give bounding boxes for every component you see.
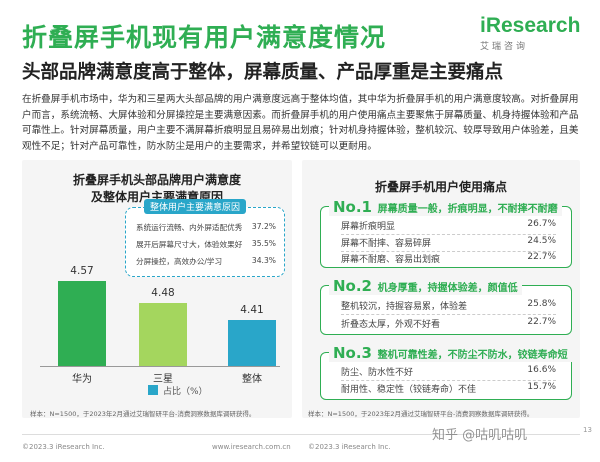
pain-item-label: 屏幕折痕明显 bbox=[341, 222, 396, 232]
page-title: 折叠屏手机现有用户满意度情况 bbox=[22, 23, 387, 52]
pain-group-head: No.2 机身厚重，持握体验差，颜值低 bbox=[329, 276, 522, 295]
left-footnote: 样本：N=1500，于2023年2月通过艾瑞智研平台-消费洞察数据库调研获得。 bbox=[30, 410, 256, 418]
watermark: 知乎 @咕叽咕叽 bbox=[432, 428, 528, 443]
pain-item-pct: 22.7% bbox=[527, 317, 556, 327]
pain-item: 防尘、防水性不好 16.6% bbox=[341, 365, 556, 379]
bar-华为 bbox=[58, 281, 106, 366]
pain-group-head: No.1 屏幕质量一般，折痕明显，不耐摔不耐磨 bbox=[329, 197, 562, 216]
reason-pct: 35.5% bbox=[251, 239, 276, 248]
pain-item: 整机较沉，持握容易累，体验差 25.8% bbox=[341, 299, 556, 313]
pain-item-pct: 22.7% bbox=[527, 252, 556, 262]
x-tick-label: 整体 bbox=[242, 374, 262, 385]
pain-item: 屏幕不耐摔、容易碎屏 24.5% bbox=[341, 236, 556, 250]
pain-item-label: 整机较沉，持握容易累，体验差 bbox=[341, 302, 468, 312]
pain-item-label: 防尘、防水性不好 bbox=[341, 368, 414, 378]
item-divider bbox=[341, 234, 556, 235]
summary-paragraph: 在折叠屏手机市场中，华为和三星两大头部品牌的用户满意度远高于整体均值，其中华为折… bbox=[22, 94, 579, 152]
logo-sub: 艾瑞咨询 bbox=[480, 42, 529, 52]
bar-value-label: 4.57 bbox=[70, 265, 94, 278]
legend-swatch bbox=[148, 385, 158, 395]
pain-group-text: 屏幕质量一般，折痕明显，不耐摔不耐磨 bbox=[377, 204, 558, 215]
pain-item-label: 耐用性、稳定性（铰链寿命）不佳 bbox=[341, 385, 477, 395]
pain-group-number: No.1 bbox=[333, 198, 372, 216]
footer-url: www.iresearch.com.cn bbox=[212, 443, 291, 451]
pain-point-group-1: No.1 屏幕质量一般，折痕明显，不耐摔不耐磨 屏幕折痕明显 26.7% 屏幕不耐… bbox=[320, 197, 572, 268]
pain-item-label: 折叠态太厚，外观不好看 bbox=[341, 320, 441, 330]
pain-group-number: No.2 bbox=[333, 277, 372, 295]
bar-value-label: 4.48 bbox=[151, 286, 175, 299]
right-footnote: 样本：N=1500，于2023年2月通过艾瑞智研平台-消费洞察数据库调研获得。 bbox=[308, 410, 534, 418]
pain-item-pct: 15.7% bbox=[527, 382, 556, 392]
pain-item-pct: 16.6% bbox=[527, 365, 556, 375]
pain-item-pct: 25.8% bbox=[527, 299, 556, 309]
pain-group-number: No.3 bbox=[333, 344, 372, 362]
pain-item: 折叠态太厚，外观不好看 22.7% bbox=[341, 317, 556, 331]
x-tick-label: 三星 bbox=[153, 374, 173, 385]
item-divider bbox=[341, 251, 556, 252]
iresearch-logo: iResearch 艾瑞咨询 bbox=[480, 14, 590, 56]
reasons-box-title: 整体用户主要满意原因 bbox=[144, 199, 247, 214]
bar-三星 bbox=[139, 302, 187, 366]
logo-brand: iResearch bbox=[480, 14, 581, 37]
legend-label: 占比（%） bbox=[163, 387, 208, 397]
pain-point-group-2: No.2 机身厚重，持握体验差，颜值低 整机较沉，持握容易累，体验差 25.8% … bbox=[320, 276, 572, 335]
pain-item-label: 屏幕不耐磨、容易出划痕 bbox=[341, 255, 441, 265]
pain-item: 屏幕折痕明显 26.7% bbox=[341, 219, 556, 233]
pain-item: 屏幕不耐磨、容易出划痕 22.7% bbox=[341, 252, 556, 266]
right-panel-title: 折叠屏手机用户使用痛点 bbox=[374, 180, 507, 194]
item-divider bbox=[341, 380, 556, 381]
pain-point-group-3: No.3 整机可靠性差，不防尘不防水，铰链寿命短 防尘、防水性不好 16.6% 耐… bbox=[320, 343, 572, 400]
pain-group-text: 整机可靠性差，不防尘不防水，铰链寿命短 bbox=[377, 350, 568, 361]
left-copyright: ©2023.3 iResearch Inc. bbox=[22, 443, 105, 451]
reason-pct: 37.2% bbox=[251, 222, 276, 231]
left-panel-title-line1: 折叠屏手机头部品牌用户满意度 bbox=[72, 173, 241, 187]
reason-item: 分屏操控，高效办公/学习 34.3% bbox=[136, 256, 276, 267]
satisfaction-reasons-box: 整体用户主要满意原因 系统运行流畅、内外屏适配优秀 37.2% 展开后屏幕尺寸大… bbox=[125, 199, 285, 277]
chart-legend: 占比（%） bbox=[148, 384, 208, 397]
pain-item-pct: 26.7% bbox=[527, 219, 556, 229]
x-tick-label: 华为 bbox=[72, 374, 92, 385]
pain-group-head: No.3 整机可靠性差，不防尘不防水，铰链寿命短 bbox=[329, 343, 572, 362]
reason-label: 展开后屏幕尺寸大，体验效果好 bbox=[136, 240, 243, 249]
pain-item-pct: 24.5% bbox=[527, 236, 556, 246]
pain-group-text: 机身厚重，持握体验差，颜值低 bbox=[377, 283, 518, 294]
bar-整体 bbox=[228, 319, 276, 366]
footer-divider bbox=[22, 434, 580, 435]
pain-item-label: 屏幕不耐摔、容易碎屏 bbox=[341, 239, 432, 249]
bar-value-label: 4.41 bbox=[240, 303, 264, 316]
page-number: 13 bbox=[583, 426, 592, 434]
right-copyright: ©2023.3 iResearch Inc. bbox=[308, 443, 391, 451]
pain-item: 耐用性、稳定性（铰链寿命）不佳 15.7% bbox=[341, 382, 556, 396]
chart-baseline bbox=[40, 366, 280, 367]
reason-label: 系统运行流畅、内外屏适配优秀 bbox=[136, 223, 243, 232]
reason-pct: 34.3% bbox=[251, 256, 276, 265]
page-subtitle: 头部品牌满意度高于整体，屏幕质量、产品厚重是主要痛点 bbox=[22, 62, 504, 83]
reason-item: 展开后屏幕尺寸大，体验效果好 35.5% bbox=[136, 239, 276, 250]
reason-item: 系统运行流畅、内外屏适配优秀 37.2% bbox=[136, 222, 276, 233]
reason-label: 分屏操控，高效办公/学习 bbox=[136, 257, 223, 266]
item-divider bbox=[341, 314, 556, 315]
